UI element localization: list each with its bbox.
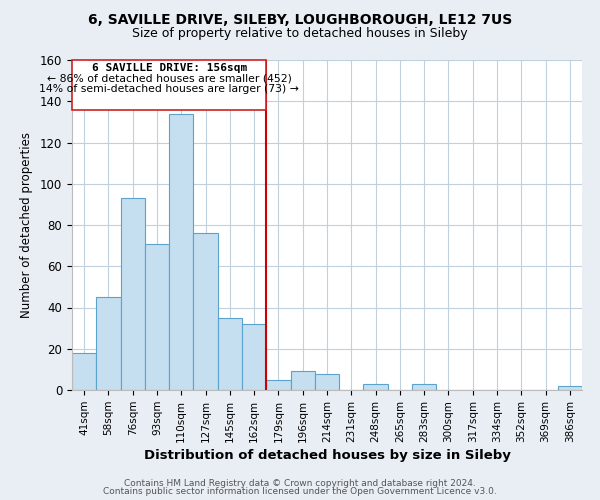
Bar xyxy=(364,384,388,390)
Text: 6 SAVILLE DRIVE: 156sqm: 6 SAVILLE DRIVE: 156sqm xyxy=(92,63,247,73)
Bar xyxy=(218,318,242,390)
Text: 6, SAVILLE DRIVE, SILEBY, LOUGHBOROUGH, LE12 7US: 6, SAVILLE DRIVE, SILEBY, LOUGHBOROUGH, … xyxy=(88,12,512,26)
Text: Size of property relative to detached houses in Sileby: Size of property relative to detached ho… xyxy=(132,28,468,40)
X-axis label: Distribution of detached houses by size in Sileby: Distribution of detached houses by size … xyxy=(143,449,511,462)
Bar xyxy=(169,114,193,390)
Text: Contains HM Land Registry data © Crown copyright and database right 2024.: Contains HM Land Registry data © Crown c… xyxy=(124,478,476,488)
Bar xyxy=(72,353,96,390)
Text: 14% of semi-detached houses are larger (73) →: 14% of semi-detached houses are larger (… xyxy=(39,84,299,94)
Y-axis label: Number of detached properties: Number of detached properties xyxy=(20,132,33,318)
FancyBboxPatch shape xyxy=(72,60,266,110)
Bar xyxy=(290,372,315,390)
Bar xyxy=(558,386,582,390)
Bar xyxy=(96,297,121,390)
Bar xyxy=(412,384,436,390)
Text: ← 86% of detached houses are smaller (452): ← 86% of detached houses are smaller (45… xyxy=(47,74,292,84)
Bar xyxy=(266,380,290,390)
Bar xyxy=(315,374,339,390)
Bar xyxy=(242,324,266,390)
Bar xyxy=(121,198,145,390)
Text: Contains public sector information licensed under the Open Government Licence v3: Contains public sector information licen… xyxy=(103,487,497,496)
Bar xyxy=(145,244,169,390)
Bar xyxy=(193,233,218,390)
